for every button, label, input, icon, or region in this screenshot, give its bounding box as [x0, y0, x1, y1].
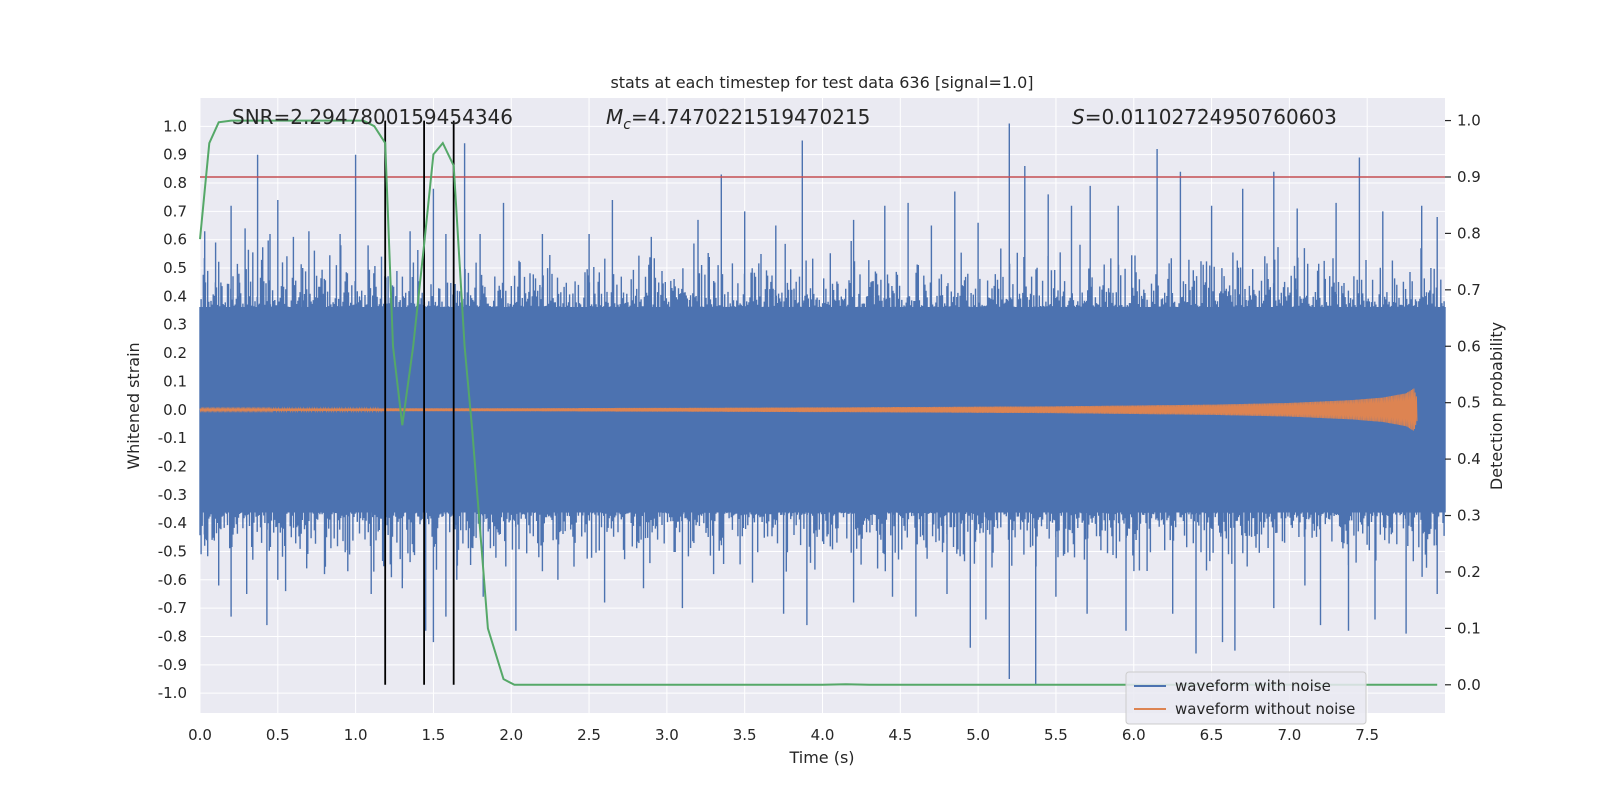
y2-tick-label: 0.7	[1457, 281, 1481, 299]
x-tick-label: 2.0	[499, 726, 523, 744]
chirp-mass-subscript: c	[623, 117, 631, 133]
y2-tick-label: 1.0	[1457, 112, 1481, 130]
x-tick-label: 0.0	[188, 726, 212, 744]
y-tick-label: 0.8	[163, 174, 187, 192]
y-tick-label: -0.5	[158, 542, 187, 560]
snr-annotation: SNR=2.2947800159454346	[232, 105, 513, 129]
detection-probability-series	[199, 119, 1438, 686]
legend-label-clean: waveform without noise	[1175, 700, 1355, 718]
legend-box	[1125, 671, 1367, 725]
y2-tick-label: 0.5	[1457, 394, 1481, 412]
x-tick-label: 1.0	[344, 726, 368, 744]
x-tick-label: 6.0	[1122, 726, 1146, 744]
s-symbol: S	[1072, 105, 1085, 129]
y-tick-label: 1.0	[163, 117, 187, 135]
s-value: =0.01102724950760603	[1085, 105, 1337, 129]
x-tick-label: 3.0	[655, 726, 679, 744]
vertical-markers	[384, 120, 455, 685]
y-tick-label: 0.1	[163, 372, 187, 390]
x-tick-label: 3.5	[733, 726, 757, 744]
clean-waveform-path	[199, 388, 1418, 431]
y2-tick-label: 0.1	[1457, 619, 1481, 637]
y-axis-ticks: 1.0 0.9 0.8 0.7 0.6 0.5 0.4 0.3 0.2 0.1 0.0 -0.1 -0.…	[158, 117, 187, 702]
y2-tick-label: 0.9	[1457, 168, 1481, 186]
x-tick-label: 7.0	[1277, 726, 1301, 744]
y-tick-label: -0.1	[158, 429, 187, 447]
y-tick-label: 0.0	[163, 401, 187, 419]
x-tick-label: 1.5	[422, 726, 446, 744]
y-tick-label: 0.6	[163, 231, 187, 249]
chart-title: stats at each timestep for test data 636…	[610, 73, 1033, 92]
y-tick-label: -0.9	[158, 656, 187, 674]
y-tick-label: 0.5	[163, 259, 187, 277]
y-tick-label: -0.6	[158, 571, 187, 589]
x-tick-label: 5.0	[966, 726, 990, 744]
chirp-mass-symbol: M	[606, 105, 623, 129]
legend-label-noise: waveform with noise	[1175, 677, 1331, 695]
y-tick-label: 0.2	[163, 344, 187, 362]
x-tick-label: 6.5	[1200, 726, 1224, 744]
y2-axis-label: Detection probability	[1487, 322, 1506, 490]
y-tick-label: 0.9	[163, 146, 187, 164]
x-tick-label: 4.0	[811, 726, 835, 744]
x-axis-ticks: 0.0 0.5 1.0 1.5 2.0 2.5 3.0 3.5 4.0 4.5 5.0 5.5 6.0 6…	[188, 726, 1379, 744]
x-tick-label: 5.5	[1044, 726, 1068, 744]
y2-tick-label: 0.0	[1457, 676, 1481, 694]
x-tick-label: 7.5	[1355, 726, 1379, 744]
y-tick-label: -0.4	[158, 514, 187, 532]
x-tick-label: 4.5	[888, 726, 912, 744]
y-tick-label: -0.2	[158, 457, 187, 475]
y2-tick-label: 0.4	[1457, 450, 1481, 468]
legend: waveform with noise waveform without noi…	[1125, 671, 1367, 725]
detection-probability-line	[199, 119, 1438, 686]
chirp-mass-annotation: Mc=4.7470221519470215	[606, 105, 870, 133]
y-tick-label: 0.3	[163, 316, 187, 334]
y-tick-label: -0.8	[158, 627, 187, 645]
x-tick-label: 0.5	[266, 726, 290, 744]
y-tick-label: 0.4	[163, 287, 187, 305]
y-tick-label: -1.0	[158, 684, 187, 702]
y2-tick-label: 0.2	[1457, 563, 1481, 581]
y2-tick-label: 0.6	[1457, 337, 1481, 355]
y-tick-label: -0.7	[158, 599, 187, 617]
y-tick-label: 0.7	[163, 202, 187, 220]
chirp-mass-value: =4.7470221519470215	[631, 105, 870, 129]
s-annotation: S=0.01102724950760603	[1072, 105, 1337, 129]
y2-tick-label: 0.3	[1457, 507, 1481, 525]
x-axis-label: Time (s)	[788, 748, 854, 767]
y-tick-label: -0.3	[158, 486, 187, 504]
y2-tick-label: 0.8	[1457, 224, 1481, 242]
y-axis-label: Whitened strain	[124, 342, 143, 469]
y2-axis-ticks: 1.0 0.9 0.8 0.7 0.6 0.5 0.4 0.3 0.2 0.1 0.0	[1445, 112, 1481, 694]
waveform-without-noise-series	[199, 388, 1418, 431]
x-tick-label: 2.5	[577, 726, 601, 744]
